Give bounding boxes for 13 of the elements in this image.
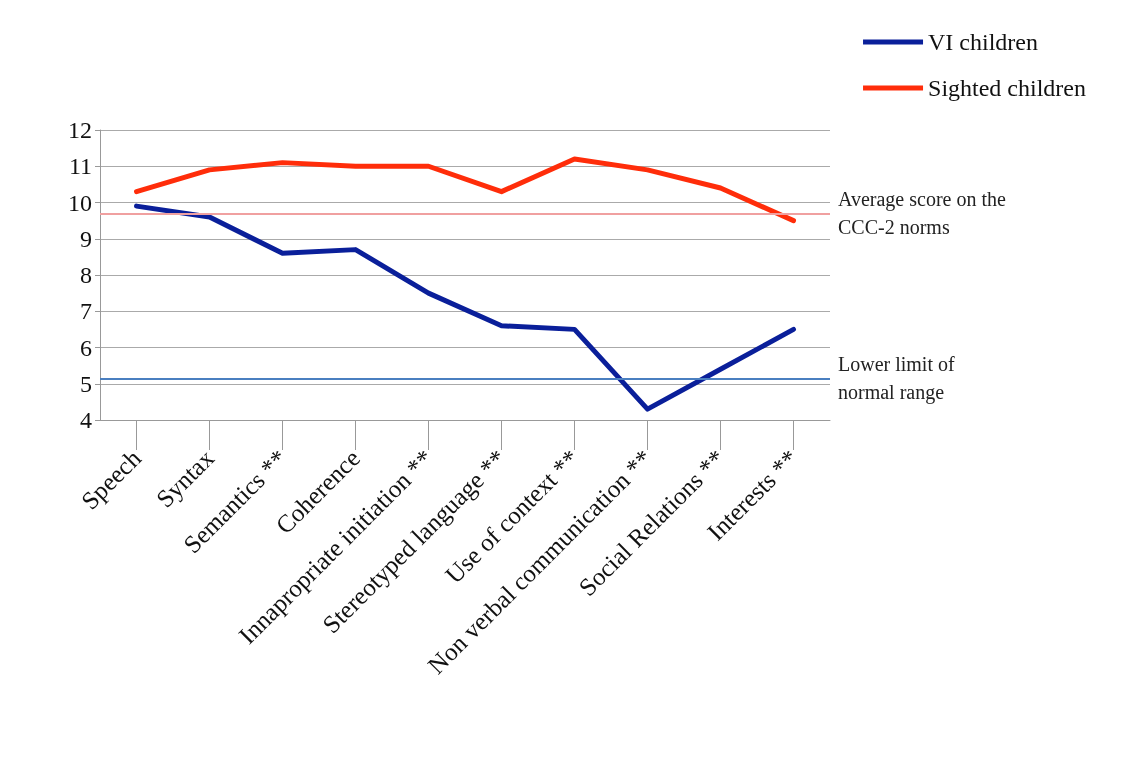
ref-line-label: Lower limit of normal range	[838, 353, 960, 405]
y-tick-label: 7	[80, 298, 92, 325]
y-tick-label: 12	[68, 117, 92, 143]
y-tick-label: 4	[80, 407, 92, 433]
legend-label: Sighted children	[928, 75, 1086, 101]
y-tick-label: 11	[68, 153, 92, 180]
legend-label: VI children	[928, 29, 1038, 55]
y-tick-label: 6	[80, 334, 92, 361]
y-tick-label: 9	[80, 225, 92, 252]
y-tick-label: 5	[80, 370, 92, 397]
y-tick-label: 8	[80, 262, 92, 288]
ref-line-label: Average score on the CCC-2 norms	[838, 188, 1011, 239]
y-tick-label: 10	[68, 189, 92, 216]
